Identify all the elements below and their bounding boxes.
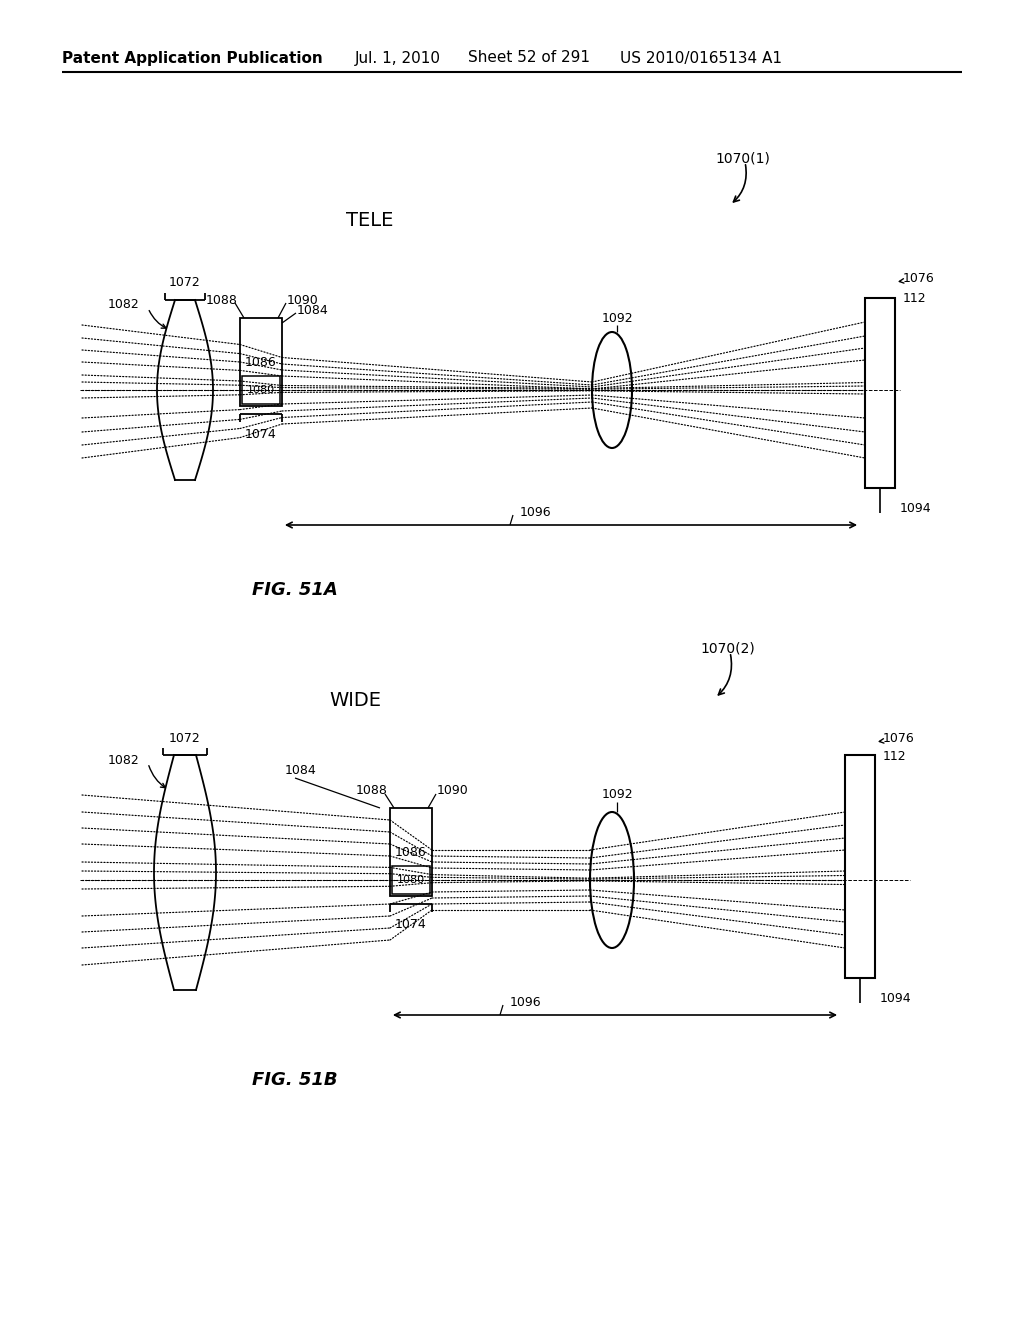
Text: 1092: 1092: [602, 788, 634, 801]
Text: Patent Application Publication: Patent Application Publication: [62, 50, 323, 66]
Text: 1086: 1086: [245, 355, 276, 368]
Text: 1082: 1082: [108, 298, 139, 312]
Text: 1086: 1086: [395, 846, 427, 858]
Text: 1082: 1082: [108, 754, 139, 767]
Text: FIG. 51B: FIG. 51B: [252, 1071, 338, 1089]
Text: 1076: 1076: [883, 731, 914, 744]
Text: US 2010/0165134 A1: US 2010/0165134 A1: [620, 50, 782, 66]
Text: 1088: 1088: [356, 784, 388, 796]
Text: 1094: 1094: [880, 991, 911, 1005]
Bar: [865, 298, 895, 488]
Bar: [845, 755, 874, 978]
Bar: [242, 376, 280, 404]
Text: 112: 112: [883, 751, 906, 763]
Text: 1072: 1072: [169, 731, 201, 744]
Text: 1070(2): 1070(2): [700, 642, 755, 655]
Text: 1092: 1092: [602, 312, 634, 325]
Text: 1076: 1076: [903, 272, 935, 285]
Text: 1096: 1096: [520, 507, 552, 520]
Text: Sheet 52 of 291: Sheet 52 of 291: [468, 50, 590, 66]
Text: 1080: 1080: [397, 875, 425, 884]
Text: 1094: 1094: [900, 502, 932, 515]
Text: 1074: 1074: [395, 917, 427, 931]
Text: 1096: 1096: [510, 997, 542, 1010]
Text: 112: 112: [903, 292, 927, 305]
Text: 1080: 1080: [247, 385, 275, 395]
Bar: [240, 318, 282, 407]
Text: 1072: 1072: [169, 276, 201, 289]
Text: 1084: 1084: [297, 304, 329, 317]
Bar: [392, 866, 430, 894]
Text: 1090: 1090: [437, 784, 469, 796]
Text: 1088: 1088: [206, 293, 238, 306]
Text: TELE: TELE: [346, 210, 393, 230]
Text: 1074: 1074: [245, 428, 276, 441]
Text: FIG. 51A: FIG. 51A: [252, 581, 338, 599]
Text: 1084: 1084: [285, 763, 316, 776]
Text: Jul. 1, 2010: Jul. 1, 2010: [355, 50, 441, 66]
Bar: [390, 808, 432, 896]
Text: 1090: 1090: [287, 293, 318, 306]
Text: 1070(1): 1070(1): [715, 150, 770, 165]
Text: WIDE: WIDE: [329, 690, 381, 710]
